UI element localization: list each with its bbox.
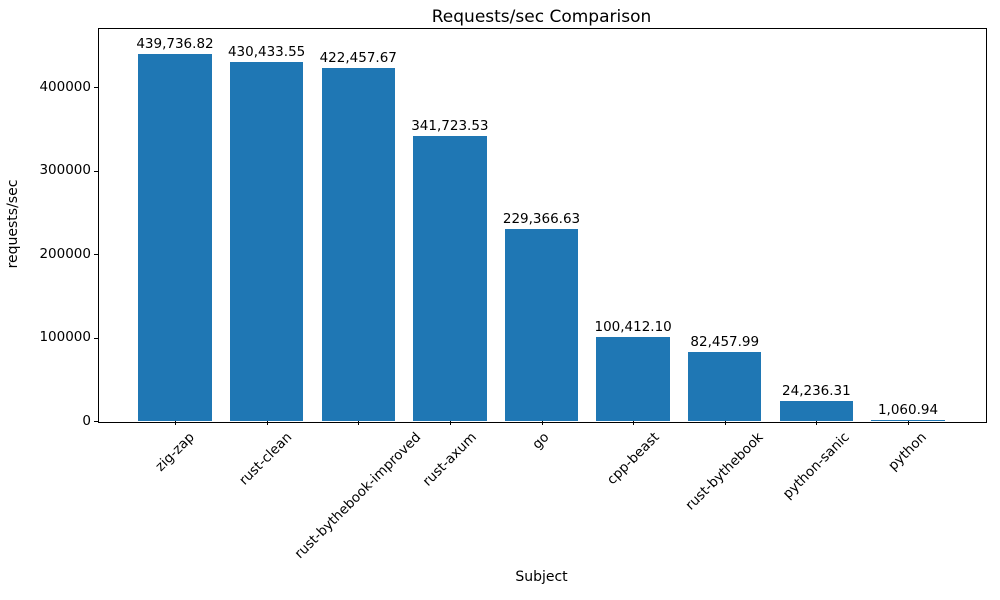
bar-value-label: 229,366.63 (502, 211, 581, 227)
bar (871, 420, 945, 421)
x-axis-label: Subject (515, 569, 568, 585)
x-tick-label: rust-clean (236, 429, 296, 489)
y-tick-mark (94, 254, 98, 255)
chart-title: Requests/sec Comparison (431, 7, 652, 27)
y-tick-label: 200000 (39, 245, 91, 262)
x-tick-mark (541, 421, 543, 425)
x-tick-mark (449, 421, 451, 425)
bar-value-label: 1,060.94 (877, 402, 939, 418)
bar (688, 352, 762, 421)
y-tick-label: 400000 (39, 78, 91, 95)
x-tick-mark (908, 421, 910, 425)
x-tick-label: rust-bythebook-improved (291, 429, 424, 562)
y-tick-label: 100000 (39, 329, 91, 345)
bar (504, 229, 579, 421)
y-tick-label: 0 (82, 412, 91, 429)
x-tick-mark (266, 421, 268, 425)
bar (138, 54, 212, 421)
x-tick-label: rust-bythebook (682, 429, 767, 514)
bar (779, 401, 854, 421)
y-axis-label: requests/sec (5, 179, 21, 269)
bar-value-label: 82,457.99 (690, 334, 760, 350)
x-tick-mark (358, 421, 360, 425)
bar-value-label: 430,433.55 (227, 44, 306, 60)
y-tick-mark (94, 87, 98, 88)
bar (413, 136, 487, 421)
x-tick-mark (724, 421, 726, 425)
x-tick-label: python-sanic (779, 429, 853, 503)
y-tick-label: 300000 (39, 162, 91, 178)
bar-value-label: 439,736.82 (136, 36, 214, 52)
bar-value-label: 100,412.10 (594, 319, 672, 335)
x-tick-label: python (885, 429, 931, 475)
bar-value-label: 422,457.67 (319, 50, 397, 66)
x-tick-label: zig-zap (152, 429, 198, 475)
x-tick-label: cpp-beast (603, 429, 663, 488)
bar (229, 62, 304, 421)
bar (596, 337, 670, 421)
y-tick-mark (94, 421, 98, 422)
x-tick-mark (633, 421, 635, 425)
bar-value-label: 24,236.31 (782, 383, 851, 399)
x-tick-label: rust-axum (419, 429, 480, 490)
x-tick-mark (174, 421, 176, 425)
x-tick-label: go (529, 429, 553, 453)
x-tick-mark (816, 421, 818, 425)
bar (321, 68, 395, 421)
bar-value-label: 341,723.53 (411, 118, 489, 134)
y-tick-mark (94, 337, 98, 339)
y-tick-mark (94, 170, 98, 172)
